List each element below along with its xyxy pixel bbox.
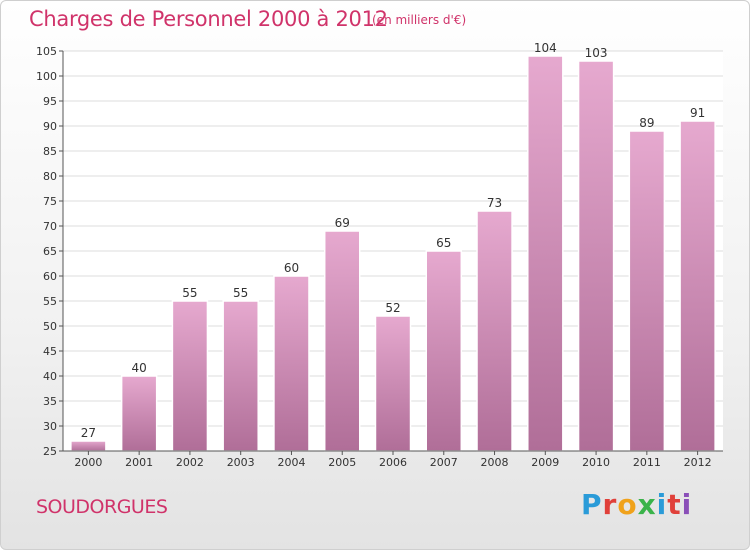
x-tick-label: 2007 xyxy=(430,456,458,469)
bar xyxy=(222,300,259,452)
data-label: 69 xyxy=(335,216,350,230)
data-label: 91 xyxy=(690,106,705,120)
y-tick-label: 55 xyxy=(43,295,57,308)
bar xyxy=(70,440,107,452)
bars xyxy=(70,55,716,452)
axes: 25 30 35 40 45 50 55 60 65 70 75 80 85 90 95 100 105 2000… xyxy=(36,45,723,469)
data-label: 55 xyxy=(233,286,248,300)
bar xyxy=(273,275,310,452)
y-tick-label: 95 xyxy=(43,95,57,108)
y-tick-label: 75 xyxy=(43,195,57,208)
y-tick-label: 105 xyxy=(36,45,57,58)
y-tick-label: 40 xyxy=(43,370,57,383)
chart-title: Charges de Personnel 2000 à 2012 xyxy=(29,7,388,31)
logo-letter: t xyxy=(667,488,682,521)
bar xyxy=(628,130,666,452)
logo-letter: o xyxy=(617,488,638,521)
bar xyxy=(577,60,615,452)
x-tick-label: 2006 xyxy=(379,456,407,469)
data-label: 73 xyxy=(487,196,502,210)
y-tick-label: 35 xyxy=(43,395,57,408)
bar xyxy=(171,300,209,452)
logo-letter: i xyxy=(681,488,693,521)
y-tick-label: 65 xyxy=(43,245,57,258)
y-tick-label: 90 xyxy=(43,120,57,133)
logo-letter: i xyxy=(656,488,668,521)
x-tick-label: 2008 xyxy=(481,456,509,469)
y-tick-label: 80 xyxy=(43,170,57,183)
proxiti-logo: Proxiti xyxy=(581,488,692,521)
data-label: 52 xyxy=(385,301,400,315)
data-label: 65 xyxy=(436,236,451,250)
data-label: 89 xyxy=(639,116,654,130)
bar xyxy=(679,120,716,452)
data-label: 103 xyxy=(585,46,608,60)
x-tick-label: 2003 xyxy=(227,456,255,469)
y-tick-label: 85 xyxy=(43,145,57,158)
logo-letter: x xyxy=(637,488,657,521)
y-tick-label: 70 xyxy=(43,220,57,233)
y-tick-label: 100 xyxy=(36,70,57,83)
logo-letter: P xyxy=(581,488,603,521)
x-tick-label: 2000 xyxy=(74,456,102,469)
data-label: 55 xyxy=(182,286,197,300)
data-label: 27 xyxy=(81,426,96,440)
data-label: 60 xyxy=(284,261,299,275)
x-tick-label: 2002 xyxy=(176,456,204,469)
bar xyxy=(425,250,463,452)
logo-letter: r xyxy=(602,488,618,521)
y-tick-label: 25 xyxy=(43,445,57,458)
bar xyxy=(120,375,158,452)
x-tick-label: 2011 xyxy=(633,456,661,469)
y-tick-label: 30 xyxy=(43,420,57,433)
bar xyxy=(476,210,513,452)
data-labels: 27 40 55 55 60 69 52 65 73 104 103 89 91 xyxy=(81,41,706,440)
y-tick-label: 45 xyxy=(43,345,57,358)
bar xyxy=(527,55,564,452)
y-tick-label: 60 xyxy=(43,270,57,283)
bar xyxy=(374,315,412,452)
chart-subtitle: (en milliers d'€) xyxy=(372,13,467,27)
x-tick-label: 2004 xyxy=(277,456,305,469)
data-label: 40 xyxy=(132,361,147,375)
bar xyxy=(323,230,361,452)
x-tick-label: 2005 xyxy=(328,456,356,469)
data-label: 104 xyxy=(534,41,557,55)
x-tick-label: 2009 xyxy=(531,456,559,469)
commune-name: SOUDORGUES xyxy=(36,496,168,518)
x-tick-label: 2010 xyxy=(582,456,610,469)
x-tick-label: 2001 xyxy=(125,456,153,469)
y-tick-label: 50 xyxy=(43,320,57,333)
x-tick-label: 2012 xyxy=(684,456,712,469)
